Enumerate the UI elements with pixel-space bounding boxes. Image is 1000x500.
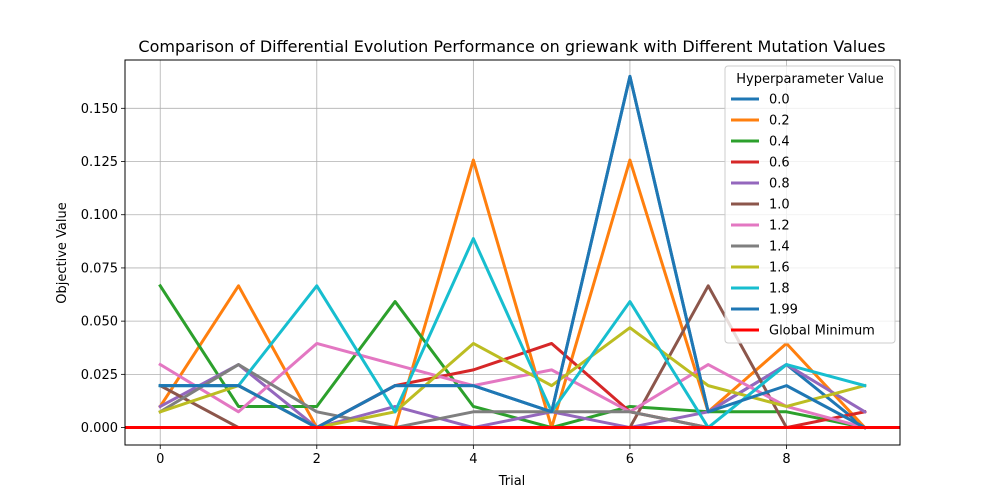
axis-ticks: 0 2 4 6 8 0.000 0.025 0.050 0.075 0.100 0.125 0.150 [81, 102, 791, 467]
y-tick-label: 0.025 [81, 368, 118, 383]
legend-entry-label: 0.8 [769, 177, 790, 192]
series-line-0-8 [158, 363, 867, 430]
series-lines [125, 74, 900, 430]
x-tick-label: 0 [156, 452, 164, 467]
legend-title: Hyperparameter Value [736, 72, 884, 87]
x-tick-label: 8 [782, 452, 790, 467]
y-tick-label: 0.000 [81, 421, 118, 436]
legend-entry-label: 1.4 [769, 240, 790, 255]
chart-title: Comparison of Differential Evolution Per… [138, 37, 885, 56]
legend-entry-label: 0.6 [769, 156, 790, 171]
y-axis-label: Objective Value [55, 202, 70, 303]
series-line-1-2 [158, 341, 867, 430]
y-tick-label: 0.125 [81, 155, 118, 170]
legend-entry-label: 1.8 [769, 282, 790, 297]
legend-entry-label: 1.2 [769, 219, 790, 234]
x-axis-label: Trial [498, 474, 526, 489]
legend-entry-label: 1.99 [769, 303, 798, 318]
legend-entry-label: 0.0 [769, 93, 790, 108]
legend-box [724, 65, 896, 344]
legend-entry-label: 0.4 [769, 135, 790, 150]
legend-entry-label: 1.6 [769, 261, 790, 276]
series-line-1-8 [158, 237, 867, 430]
y-tick-label: 0.050 [81, 315, 118, 330]
legend-entry-label: Global Minimum [769, 324, 875, 339]
legend-entry-label: 0.2 [769, 114, 790, 129]
legend: Hyperparameter Value 0.0 0.2 0.4 0.6 0.8 1.0 1.… [724, 65, 896, 344]
legend-entry-label: 1.0 [769, 198, 790, 213]
y-tick-label: 0.150 [81, 102, 118, 117]
plot-area-frame [124, 59, 901, 446]
series-line-0-2 [158, 158, 867, 430]
y-tick-label: 0.100 [81, 208, 118, 223]
y-tick-label: 0.075 [81, 261, 118, 276]
series-line-1-99 [158, 74, 867, 430]
x-tick-label: 6 [626, 452, 634, 467]
x-tick-label: 2 [313, 452, 321, 467]
x-tick-label: 4 [469, 452, 477, 467]
